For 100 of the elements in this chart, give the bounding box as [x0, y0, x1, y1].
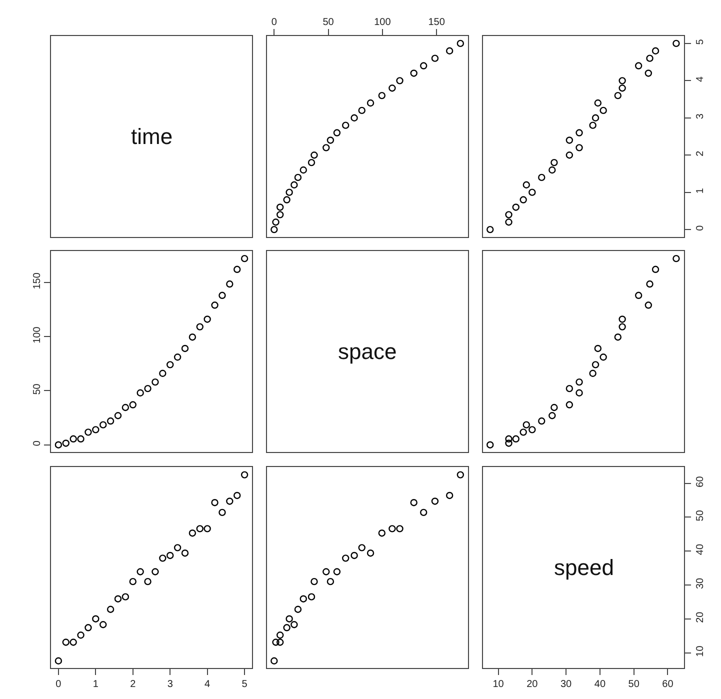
point — [272, 218, 280, 226]
point — [600, 106, 607, 114]
point — [211, 498, 218, 506]
point — [300, 166, 307, 174]
point — [672, 254, 680, 262]
point — [100, 621, 107, 628]
point — [505, 218, 512, 226]
point — [234, 266, 241, 274]
y-tick-label: 3 — [695, 113, 706, 120]
point — [486, 441, 494, 448]
point — [520, 428, 527, 436]
point — [290, 181, 298, 188]
x-tick-label: 100 — [374, 17, 392, 28]
point — [548, 412, 556, 420]
point — [446, 47, 454, 54]
point — [396, 77, 404, 84]
point — [310, 578, 318, 586]
point — [196, 525, 204, 532]
point — [270, 226, 278, 234]
point — [333, 568, 341, 576]
point — [70, 435, 77, 442]
x-tick-label: 30 — [560, 679, 572, 690]
point — [152, 378, 159, 386]
point — [520, 196, 527, 204]
point — [204, 316, 211, 323]
y-tick-label: 10 — [695, 645, 706, 657]
y-tick-label: 40 — [695, 544, 706, 556]
point — [634, 292, 642, 299]
x-tick-label: 5 — [242, 679, 248, 690]
point — [276, 638, 284, 646]
point — [594, 99, 602, 107]
point — [486, 226, 494, 234]
point — [522, 181, 530, 188]
point — [566, 384, 574, 392]
point — [342, 122, 350, 129]
point — [290, 621, 298, 628]
point — [446, 492, 454, 500]
point — [618, 316, 626, 323]
point — [300, 595, 307, 602]
point — [618, 77, 626, 84]
point — [550, 404, 558, 412]
point — [388, 525, 396, 532]
point — [672, 40, 680, 48]
point — [326, 578, 334, 586]
point — [129, 401, 136, 408]
point — [174, 354, 182, 361]
x-tick-label: 50 — [322, 17, 334, 28]
point — [92, 426, 100, 434]
point — [272, 638, 280, 646]
point — [644, 70, 652, 77]
point — [342, 554, 350, 562]
point — [62, 440, 70, 447]
point — [196, 323, 204, 330]
point — [84, 624, 92, 632]
y-tick-label: 50 — [695, 510, 706, 522]
point — [505, 435, 512, 442]
y-tick-label: 4 — [695, 76, 706, 82]
point — [326, 136, 334, 144]
point — [431, 54, 439, 62]
y-tick-label: 100 — [32, 326, 43, 344]
point — [378, 92, 386, 100]
point — [589, 122, 596, 129]
point — [106, 417, 114, 425]
point — [420, 508, 428, 516]
point — [594, 344, 602, 352]
point — [548, 166, 556, 174]
text: time — [131, 124, 173, 149]
x-tick-label: 1 — [92, 679, 99, 690]
point — [646, 54, 654, 62]
point — [512, 435, 520, 442]
point — [144, 384, 152, 392]
x-tick-label: 40 — [594, 679, 606, 690]
point — [226, 280, 234, 288]
point — [322, 144, 330, 152]
point — [589, 370, 596, 377]
point — [283, 624, 290, 632]
text: space — [338, 339, 397, 364]
point — [54, 441, 62, 448]
point — [159, 554, 166, 562]
point — [308, 158, 316, 166]
point — [204, 525, 211, 532]
x-tick-label: 3 — [167, 679, 174, 690]
point — [505, 211, 512, 218]
point — [592, 361, 600, 368]
point — [614, 92, 622, 100]
y-tick-label: 30 — [695, 577, 706, 590]
point — [333, 129, 341, 136]
point — [528, 426, 536, 434]
y-tick-label: 1 — [695, 188, 706, 194]
point — [614, 334, 622, 341]
point — [576, 389, 583, 396]
point — [618, 323, 626, 330]
point — [218, 508, 226, 516]
point — [592, 114, 600, 122]
point — [122, 404, 130, 412]
point — [634, 62, 642, 70]
point — [114, 595, 122, 602]
point — [576, 144, 583, 152]
x-tick-label: 60 — [662, 679, 674, 690]
point — [240, 254, 248, 262]
